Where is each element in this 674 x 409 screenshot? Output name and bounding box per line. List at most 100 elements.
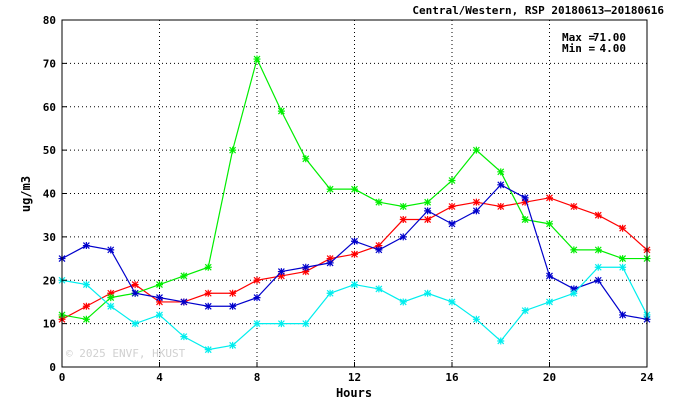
data-point-marker	[82, 242, 90, 250]
data-point-marker	[448, 176, 456, 184]
data-point-marker	[472, 198, 480, 206]
data-point-marker	[546, 220, 553, 228]
chart-title: Central/Western, RSP 20180613–20180616	[412, 4, 664, 17]
data-point-marker	[594, 276, 602, 284]
series-1	[58, 194, 651, 323]
y-tick-label: 10	[43, 318, 56, 331]
data-point-marker	[204, 302, 212, 310]
x-axis-title: Hours	[336, 386, 372, 400]
data-point-marker	[302, 320, 310, 328]
data-point-marker	[82, 315, 90, 323]
data-point-marker	[619, 311, 627, 319]
data-point-marker	[546, 298, 553, 306]
data-point-marker	[156, 294, 163, 302]
data-point-marker	[521, 194, 529, 202]
data-point-marker	[277, 320, 285, 328]
data-point-marker	[253, 55, 261, 63]
data-point-marker	[472, 315, 480, 323]
data-point-marker	[424, 198, 432, 206]
data-point-marker	[156, 281, 163, 289]
data-point-marker	[253, 320, 261, 328]
data-point-marker	[107, 289, 115, 297]
data-point-marker	[229, 302, 237, 310]
y-axis-title: ug/m3	[19, 176, 33, 212]
series-3	[58, 181, 651, 323]
data-point-marker	[570, 246, 578, 254]
x-tick-label: 12	[348, 371, 361, 384]
data-point-marker	[521, 198, 529, 206]
min-value: 4.00	[600, 42, 627, 55]
data-point-marker	[546, 194, 553, 202]
data-point-marker	[180, 333, 188, 341]
data-point-marker	[180, 298, 188, 306]
data-point-marker	[424, 289, 432, 297]
max-label: Max =	[562, 31, 595, 44]
data-point-marker	[497, 168, 505, 176]
data-point-marker	[253, 276, 261, 284]
x-tick-label: 16	[445, 371, 459, 384]
data-point-marker	[229, 289, 237, 297]
data-point-marker	[424, 216, 432, 224]
data-point-marker	[204, 346, 212, 354]
y-tick-label: 50	[43, 144, 56, 157]
x-tick-label: 8	[254, 371, 261, 384]
data-point-marker	[326, 255, 334, 263]
data-point-marker	[594, 211, 602, 219]
data-point-marker	[277, 268, 285, 276]
data-point-marker	[546, 272, 553, 280]
data-point-marker	[594, 263, 602, 271]
data-point-marker	[619, 255, 627, 263]
data-point-marker	[229, 146, 237, 154]
data-point-marker	[351, 237, 358, 245]
data-point-marker	[497, 181, 505, 189]
data-point-marker	[204, 263, 212, 271]
data-point-marker	[229, 341, 237, 349]
data-point-marker	[399, 298, 407, 306]
data-point-marker	[375, 285, 383, 293]
y-tick-label: 0	[49, 361, 56, 374]
data-point-marker	[497, 337, 505, 345]
data-point-marker	[326, 185, 334, 193]
series-layer	[58, 55, 651, 354]
data-point-marker	[131, 320, 139, 328]
data-point-marker	[570, 285, 578, 293]
data-point-marker	[521, 216, 529, 224]
x-tick-label: 0	[59, 371, 66, 384]
data-point-marker	[351, 185, 358, 193]
data-point-marker	[82, 281, 90, 289]
data-point-marker	[326, 259, 334, 267]
data-point-marker	[521, 307, 529, 315]
data-point-marker	[107, 246, 115, 254]
data-point-marker	[82, 302, 90, 310]
data-point-marker	[594, 246, 602, 254]
data-point-marker	[302, 155, 310, 163]
data-point-marker	[253, 294, 261, 302]
data-point-marker	[399, 233, 407, 241]
x-tick-label: 20	[543, 371, 556, 384]
data-point-marker	[448, 220, 456, 228]
data-point-marker	[619, 224, 627, 232]
data-point-marker	[326, 289, 334, 297]
data-point-marker	[351, 281, 358, 289]
max-value: 71.00	[593, 31, 626, 44]
data-point-marker	[619, 263, 627, 271]
data-point-marker	[399, 216, 407, 224]
y-tick-label: 60	[43, 101, 56, 114]
data-point-marker	[156, 298, 163, 306]
y-tick-label: 20	[43, 274, 56, 287]
data-point-marker	[180, 272, 188, 280]
y-tick-label: 30	[43, 231, 56, 244]
data-point-marker	[570, 289, 578, 297]
data-point-marker	[472, 207, 480, 215]
data-point-marker	[107, 294, 115, 302]
data-point-marker	[472, 146, 480, 154]
data-point-marker	[302, 263, 310, 271]
data-point-marker	[277, 272, 285, 280]
data-point-marker	[302, 268, 310, 276]
data-point-marker	[448, 203, 456, 211]
data-point-marker	[156, 311, 163, 319]
data-point-marker	[107, 302, 115, 310]
data-point-marker	[399, 203, 407, 211]
x-tick-labels: 0 4 8 12 16 20 24	[59, 362, 654, 384]
